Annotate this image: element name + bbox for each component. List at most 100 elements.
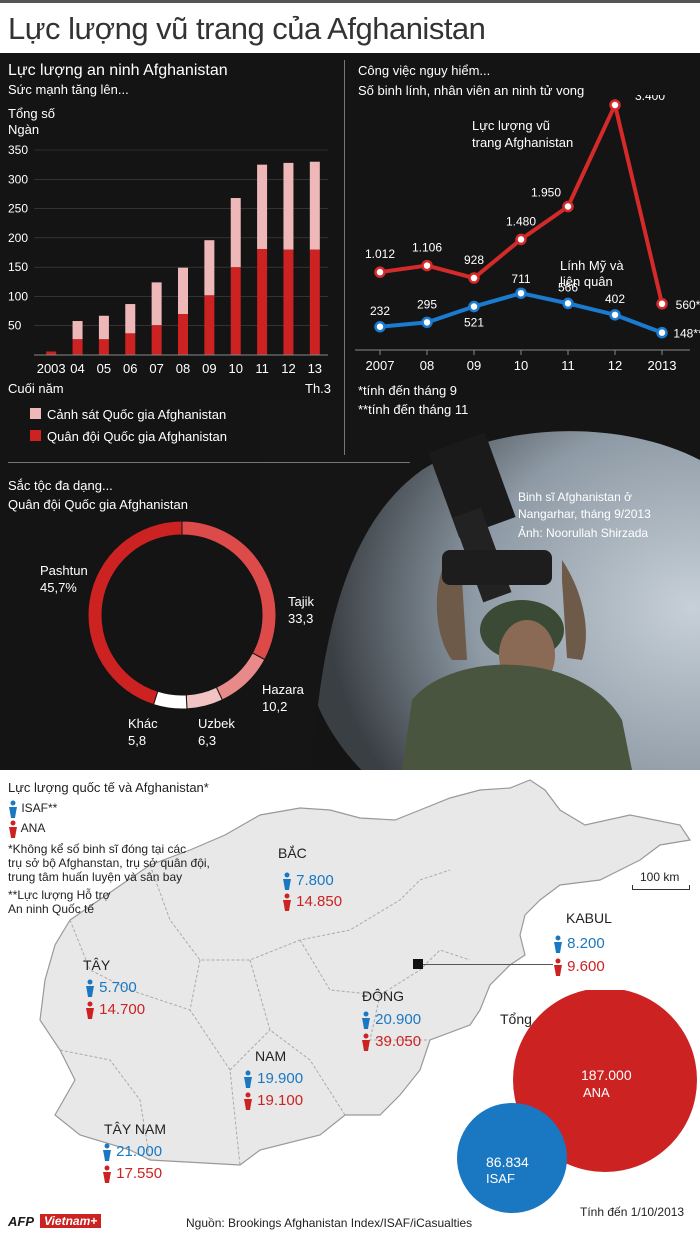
kabul-leader-line <box>423 964 553 965</box>
isaf-total-bubble <box>457 1103 567 1213</box>
map-note-2: **Lực lượng Hỗ trợ An ninh Quốc tế <box>8 888 111 916</box>
donut-slice-uzbek <box>185 686 224 710</box>
line-data-label: 560* <box>676 298 700 312</box>
soldier-icon <box>554 935 562 954</box>
bar-ytick-label: 350 <box>8 143 28 157</box>
bar-ytick-label: 300 <box>8 172 28 186</box>
line-point <box>468 272 480 284</box>
bar-xtick-label: 2003 <box>37 361 66 376</box>
donut-panel-subtitle: Quân đội Quốc gia Afghanistan <box>8 497 188 512</box>
bar-army-11 <box>257 248 268 355</box>
bar-army-05 <box>98 339 109 355</box>
legend-army-swatch <box>30 430 41 441</box>
bar-xtick-label: 09 <box>202 361 216 376</box>
legend-police-swatch <box>30 408 41 419</box>
photo-caption-1: Binh sĩ Afghanistan ở <box>518 490 632 504</box>
legend-police: Cảnh sát Quốc gia Afghanistan <box>30 407 226 422</box>
region-ana-value: 14.700 <box>99 1001 146 1018</box>
bar-police-07 <box>151 282 162 326</box>
as-of-date: Tính đến 1/10/2013 <box>580 1205 685 1219</box>
line-data-label: 711 <box>511 272 530 286</box>
map-scale: 100 km <box>640 870 680 884</box>
bar-police-06 <box>125 304 136 334</box>
bar-xtick-label: 04 <box>70 361 84 376</box>
line-point <box>374 321 386 333</box>
donut-value: 10,2 <box>262 699 287 714</box>
us-series-label-1: Lính Mỹ và <box>560 258 624 273</box>
donut-label: Uzbek <box>198 716 235 731</box>
bar-xtick-label: 10 <box>228 361 242 376</box>
line-point <box>468 300 480 313</box>
map-legend-isaf: ISAF** <box>8 800 57 818</box>
bar-xtick-label: 06 <box>123 361 137 376</box>
line-data-label: 1.012 <box>365 247 395 261</box>
line-note-2: **tính đến tháng 11 <box>358 402 469 417</box>
donut-chart: Pashtun 45,7% Tajik 33,3 Hazara 10,2 Uzbek 6,3 K… <box>40 520 315 748</box>
line-panel-title: Công việc nguy hiểm... <box>358 63 491 78</box>
region-isaf-count: 21.000 <box>102 1143 163 1162</box>
us-series-label-2: liên quân <box>560 274 613 289</box>
soldier-icon <box>103 1143 111 1162</box>
line-point <box>609 99 621 111</box>
horizontal-divider <box>8 462 410 463</box>
map-scale-bar <box>632 885 690 890</box>
line-chart: 2007 08 09 10 11 12 2013 1.012 1.106 928 1.480 1.95… <box>355 95 700 373</box>
soldier-icon <box>283 872 291 891</box>
region-isaf-value: 7.800 <box>296 872 334 889</box>
source-text: Nguồn: Brookings Afghanistan Index/ISAF/… <box>186 1216 473 1230</box>
bar-xtick-label: 13 <box>308 361 322 376</box>
region-isaf-value: 21.000 <box>116 1143 163 1160</box>
bar-ylabel-2: Ngàn <box>8 122 40 137</box>
legend-army: Quân đội Quốc gia Afghanistan <box>30 429 227 444</box>
donut-panel-title: Sắc tộc đa dạng... <box>8 478 113 493</box>
map-note-1-line-3: trung tâm huấn luyện và sân bay <box>8 870 183 884</box>
region-name: TÂY <box>83 957 111 973</box>
region-ana-value: 14.850 <box>296 893 343 910</box>
map-note-1-line-2: trụ sở bộ Afghanstan, trụ sở quân đội, <box>8 856 210 870</box>
map-note-2-line-1: **Lực lượng Hỗ trợ <box>8 888 111 902</box>
region-ana-count: 9.600 <box>553 958 605 977</box>
donut-label: Pashtun <box>40 563 88 578</box>
region-name: ĐÔNG <box>362 988 404 1004</box>
bar-army-10 <box>230 267 241 355</box>
bar-panel-subtitle: Sức mạnh tăng lên... <box>8 82 129 97</box>
line-xtick-label: 12 <box>608 358 622 373</box>
line-point <box>515 287 527 299</box>
afp-logo: AFP <box>8 1214 34 1229</box>
ana-total-value: 187.000 <box>581 1067 632 1083</box>
map-note-1: *Không kể số binh sĩ đóng tại các trụ sở… <box>8 842 210 884</box>
bar-army-2003 <box>46 351 57 355</box>
bar-xtick-label: 05 <box>97 361 111 376</box>
total-bubbles <box>457 990 697 1213</box>
line-data-label: 566 <box>558 280 578 294</box>
line-point <box>609 309 621 321</box>
bar-police-10 <box>230 198 241 268</box>
afghan-series-label-2: trang Afghanistan <box>472 135 574 150</box>
line-point <box>562 200 574 213</box>
donut-value: 6,3 <box>198 733 216 748</box>
map-title: Lực lượng quốc tế và Afghanistan* <box>8 780 209 795</box>
region-isaf-value: 20.900 <box>375 1011 422 1028</box>
bar-ytick-label: 200 <box>8 231 28 245</box>
line-xtick-label: 10 <box>514 358 528 373</box>
donut-label: Hazara <box>262 682 305 697</box>
map-section <box>0 770 700 1210</box>
bar-army-07 <box>151 325 162 355</box>
region-ana-count: 14.700 <box>85 1001 146 1020</box>
soldier-icon <box>86 979 94 998</box>
donut-slice-khác <box>152 690 188 710</box>
donut-slice-hazara <box>215 652 266 701</box>
region-isaf-count: 20.900 <box>361 1011 422 1030</box>
bar-police-11 <box>257 164 268 249</box>
soldier-icon <box>86 1001 94 1020</box>
region-isaf-value: 19.900 <box>257 1070 304 1087</box>
legend-police-label: Cảnh sát Quốc gia Afghanistan <box>47 407 227 422</box>
bar-army-08 <box>178 314 188 355</box>
soldier-icon <box>362 1033 370 1052</box>
region-isaf-value: 5.700 <box>99 979 137 996</box>
region-isaf-count: 5.700 <box>85 979 137 998</box>
kabul-marker <box>413 959 423 969</box>
bar-army-06 <box>125 333 136 355</box>
photo-caption-2: Nangarhar, tháng 9/2013 <box>518 507 651 521</box>
map-legend-ana: ANA <box>8 820 45 838</box>
